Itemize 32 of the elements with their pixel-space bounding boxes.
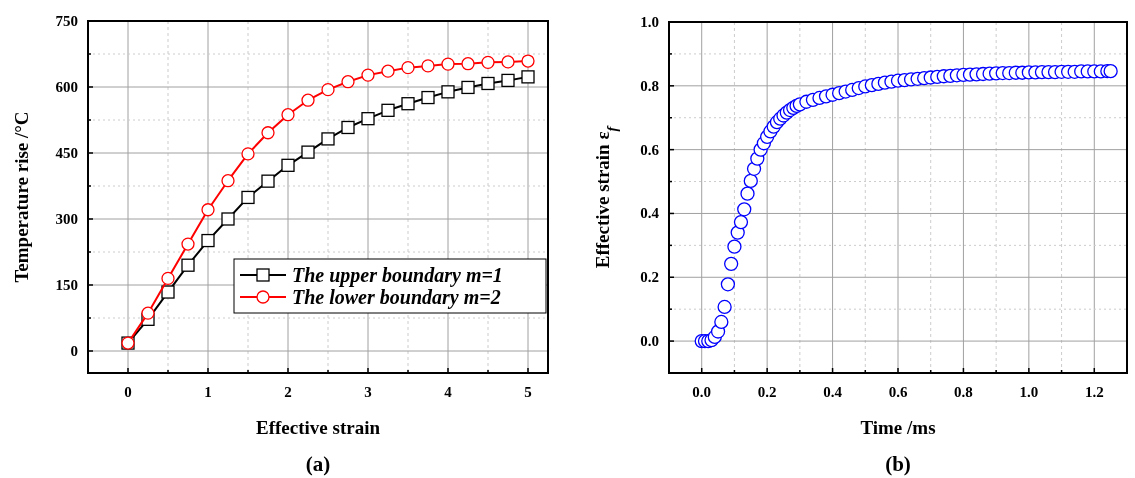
y-tick-label: 750	[55, 13, 78, 29]
x-tick-label: 3	[364, 384, 372, 400]
y-tick-label: 600	[55, 79, 78, 95]
legend-label: The upper boundary m=1	[292, 264, 503, 287]
x-axis-title: Time /ms	[860, 417, 936, 438]
x-tick-label: 4	[444, 384, 453, 400]
x-axis-title: Effective strain	[256, 417, 381, 438]
y-tick-label: 300	[55, 211, 78, 227]
x-tick-label: 0.2	[757, 384, 777, 400]
y-tick-label: 450	[55, 145, 78, 161]
text: (b)	[885, 452, 911, 476]
legend-label: The lower boundary m=2	[292, 286, 501, 309]
y-tick-label: 0.0	[640, 333, 659, 350]
x-tick-label: 0.4	[823, 384, 843, 400]
x-tick-label: 2	[284, 384, 292, 400]
y-tick-label: 0.4	[640, 205, 660, 222]
x-tick-label: 0.8	[954, 384, 973, 400]
y-tick-label: 150	[55, 277, 78, 293]
text: (a)	[305, 452, 331, 476]
x-tick-label: 0	[124, 384, 132, 400]
y-axis-title: Temperature rise /°C	[11, 111, 32, 283]
y-tick-label: 0	[70, 343, 78, 359]
x-tick-label: 0.6	[888, 384, 908, 400]
x-tick-label: 1.0	[1019, 384, 1039, 400]
x-tick-label: 1	[204, 384, 212, 400]
x-tick-label: 5	[524, 384, 532, 400]
y-tick-label: 0.6	[640, 141, 660, 158]
y-tick-label: 0.2	[640, 269, 659, 286]
y-tick-label: 0.8	[640, 77, 659, 94]
y-tick-label: 1.0	[640, 14, 659, 30]
x-tick-label: 0.0	[692, 384, 712, 400]
x-tick-label: 1.2	[1084, 384, 1104, 400]
